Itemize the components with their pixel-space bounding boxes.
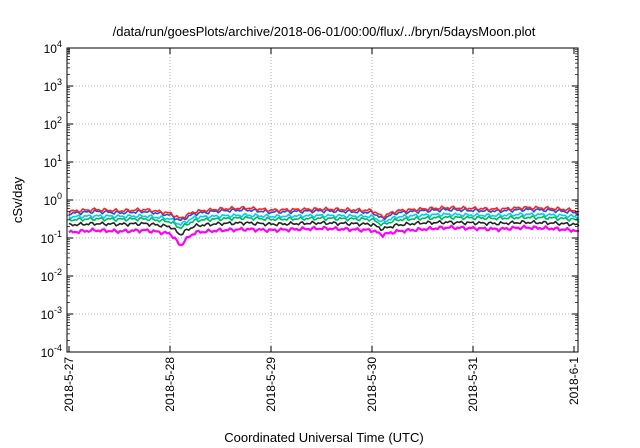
y-tick-label: 10-3	[41, 305, 62, 322]
series-line	[68, 205, 580, 220]
x-tick-label: 2018-5-31	[466, 357, 480, 412]
x-tick-label: 2018-5-27	[62, 357, 76, 412]
axis-ticks	[67, 47, 578, 353]
x-tick-label: 2018-5-30	[365, 357, 379, 412]
x-tick-label: 2018-5-28	[163, 357, 177, 412]
series-line	[68, 224, 579, 247]
y-tick-label: 10-4	[41, 343, 62, 360]
y-tick-labels: 10-4 10-3 10-2 10-1 100 101 102 103 104	[41, 39, 62, 360]
y-tick-label: 100	[44, 191, 62, 208]
x-axis-label: Coordinated Universal Time (UTC)	[224, 430, 423, 445]
y-tick-label: 102	[44, 115, 62, 132]
chart-title: /data/run/goesPlots/archive/2018-06-01/0…	[113, 24, 536, 39]
x-tick-label: 2018-5-29	[264, 357, 278, 412]
y-tick-label: 103	[44, 77, 62, 94]
grid	[67, 48, 578, 352]
y-tick-label: 10-2	[41, 267, 62, 284]
y-tick-label: 104	[44, 39, 62, 56]
x-tick-label: 2018-6-1	[567, 357, 581, 405]
series-line	[68, 207, 580, 222]
x-tick-labels: 2018-5-27 2018-5-28 2018-5-29 2018-5-30 2018…	[62, 357, 581, 412]
y-tick-label: 101	[44, 153, 62, 170]
plot-area	[68, 205, 580, 247]
y-tick-label: 10-1	[41, 229, 62, 246]
series-line	[68, 214, 580, 230]
series-line	[68, 219, 580, 236]
y-axis-label: cSv/day	[10, 176, 25, 223]
series-line	[68, 212, 580, 226]
